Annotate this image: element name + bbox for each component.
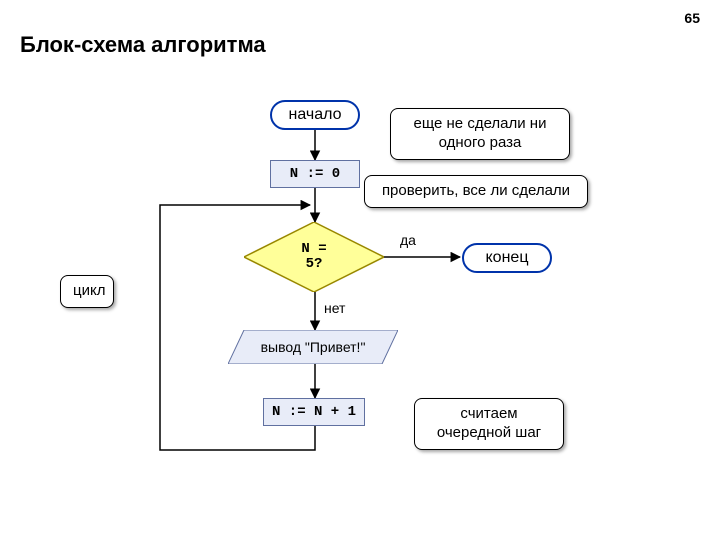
- node-end: конец: [462, 243, 552, 273]
- node-increment: N := N + 1: [263, 398, 365, 426]
- node-end-label: конец: [486, 249, 529, 267]
- node-decision: N = 5?: [244, 222, 384, 292]
- node-start-label: начало: [288, 106, 341, 124]
- callout-not-yet: еще не сделали ни одного раза: [390, 108, 570, 160]
- callout-loop: цикл: [60, 275, 114, 308]
- edge-label-yes: да: [400, 232, 416, 248]
- callout-count-step: считаем очередной шаг: [414, 398, 564, 450]
- page-title: Блок-схема алгоритма: [20, 32, 266, 58]
- node-init: N := 0: [270, 160, 360, 188]
- node-output: вывод "Привет!": [228, 330, 398, 364]
- node-increment-label: N := N + 1: [272, 404, 356, 420]
- node-init-label: N := 0: [290, 166, 340, 182]
- callout-check-all: проверить, все ли сделали: [364, 175, 588, 208]
- node-start: начало: [270, 100, 360, 130]
- edge-label-no: нет: [324, 300, 345, 316]
- node-decision-label: N = 5?: [244, 222, 384, 292]
- node-output-label: вывод "Привет!": [228, 330, 398, 364]
- page-number: 65: [684, 10, 700, 26]
